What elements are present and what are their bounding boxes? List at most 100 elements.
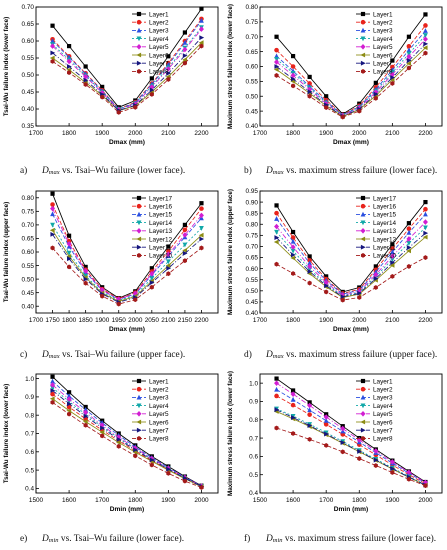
series-layer4 [50, 385, 204, 489]
data-point [274, 235, 280, 240]
data-point [357, 449, 362, 454]
series-line [276, 52, 426, 118]
y-axis: 0.4 0.5 0.6 0.7 0.8 0.9 1.0 [25, 376, 39, 493]
legend-marker [360, 69, 366, 74]
data-point [166, 265, 172, 271]
legend-marker [360, 228, 366, 234]
y-tick-label: 0.40 [246, 310, 259, 317]
y-tick-label: 0.70 [22, 222, 35, 229]
legend-marker [136, 52, 142, 58]
x-axis-label: Dmax (mm) [109, 326, 145, 333]
legend-label: Layer12 [149, 236, 173, 243]
data-point [422, 219, 428, 225]
data-point [390, 81, 395, 86]
data-point [290, 388, 296, 393]
data-point [274, 376, 279, 381]
data-point [373, 271, 379, 278]
data-point [182, 57, 188, 63]
y-tick-label: 0.8 [249, 417, 258, 424]
data-point [422, 36, 428, 42]
data-point [66, 396, 72, 402]
x-tick-label: 2000 [418, 497, 433, 504]
data-point [100, 425, 105, 431]
series-line [276, 236, 426, 298]
data-point [274, 34, 279, 39]
series-layer11 [274, 230, 429, 300]
data-point [406, 264, 411, 269]
legend-marker [136, 19, 142, 25]
legend-label: Layer2 [373, 387, 393, 394]
data-point [307, 407, 313, 413]
x-tick-label: 1900 [385, 497, 400, 504]
data-point [83, 73, 89, 80]
data-point [165, 66, 171, 72]
series-layer7 [274, 407, 429, 488]
y-tick-label: 0.55 [22, 55, 35, 62]
legend-label: Layer15 [373, 212, 397, 219]
x-tick-label: 1500 [29, 497, 44, 504]
data-point [99, 429, 105, 435]
series-layer12 [49, 227, 204, 304]
x-tick-label: 1800 [352, 497, 367, 504]
y-tick-label: 0.75 [22, 209, 35, 216]
data-point [406, 476, 411, 482]
y-tick-label: 0.55 [22, 263, 35, 270]
data-point [423, 225, 428, 231]
data-point [66, 44, 72, 49]
legend-label: Layer6 [149, 419, 169, 426]
data-point [373, 285, 378, 290]
data-point [274, 407, 280, 413]
series-line [276, 47, 426, 117]
y-tick-label: 0.75 [246, 19, 259, 26]
data-point [389, 257, 395, 263]
series-layer5 [274, 36, 428, 119]
data-point [274, 210, 279, 216]
series-layer15 [50, 211, 204, 302]
data-point [423, 206, 428, 212]
data-point [100, 433, 105, 439]
series-layer1 [274, 12, 428, 117]
data-point [290, 76, 296, 82]
data-point [149, 280, 155, 286]
legend-marker [136, 27, 142, 33]
data-point [357, 108, 362, 114]
series-layer13 [274, 219, 428, 299]
data-point [66, 58, 72, 65]
x-tick-label: 2050 [145, 317, 160, 324]
series-line [276, 14, 426, 115]
x-axis: 1500 1600 1700 1800 1900 2000 [29, 490, 209, 504]
x-tick-label: 2000 [128, 317, 143, 324]
data-point [290, 53, 296, 59]
data-point [83, 407, 89, 412]
data-point [324, 94, 329, 99]
caption-c: c) Dmax vs. Tsai–Wu failure (upper face). [20, 350, 186, 360]
data-point [390, 260, 396, 266]
y-tick-label: 1.0 [249, 380, 258, 387]
data-point [422, 45, 428, 51]
caption-b: b) Dmax vs. maximum stress failure (lower… [244, 166, 438, 176]
x-axis-label: Dmin (mm) [334, 506, 368, 513]
y-tick-label: 0.80 [246, 221, 259, 228]
x-tick-label: 2000 [194, 497, 209, 504]
data-point [83, 77, 89, 83]
caption-f: f) Dmin vs. maximum stress failure (lower… [244, 534, 437, 544]
y-tick-label: 0.40 [246, 123, 259, 130]
series-layer10 [274, 255, 428, 303]
series-layer3 [50, 378, 204, 489]
data-point [307, 260, 313, 266]
legend-label: Layer15 [149, 212, 173, 219]
data-point [406, 53, 412, 60]
y-tick-label: 0.50 [246, 93, 259, 100]
y-axis: 0.40 0.45 0.50 0.55 0.60 0.65 0.70 0.75 0.80 0.85… [246, 188, 263, 317]
data-point [50, 205, 56, 212]
data-point [66, 408, 72, 414]
data-point [273, 239, 279, 245]
data-point [423, 23, 428, 28]
y-tick-label: 0.45 [22, 290, 35, 297]
data-point [290, 235, 296, 240]
data-point [390, 470, 395, 475]
data-point [307, 81, 312, 86]
data-point [274, 380, 280, 386]
y-tick-label: 0.70 [246, 34, 259, 41]
data-point [340, 114, 345, 120]
